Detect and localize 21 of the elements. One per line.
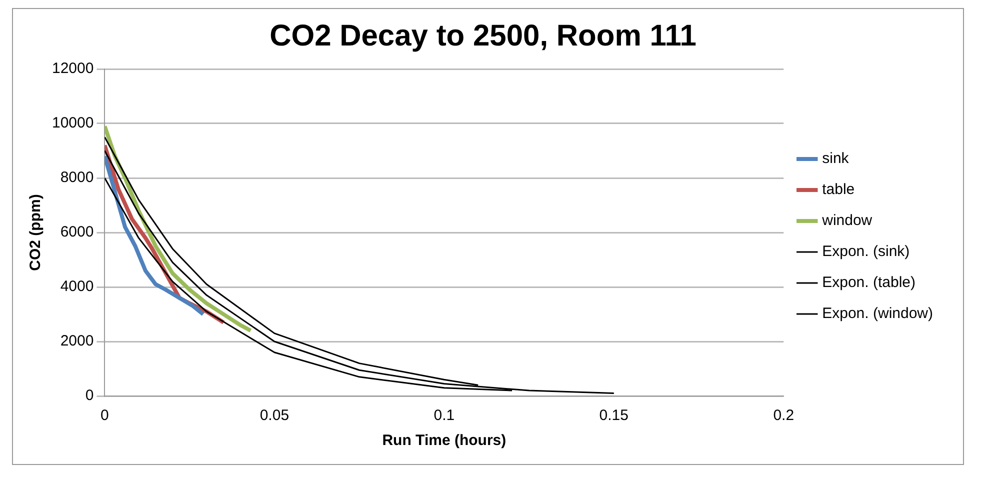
x-tick-label: 0 <box>100 407 109 424</box>
legend-label: Expon. (window) <box>822 305 934 322</box>
legend-label: Expon. (table) <box>822 274 916 292</box>
y-tick-label: 4000 <box>60 278 94 296</box>
x-tick-label: 0.15 <box>599 407 628 424</box>
y-tick-label: 0 <box>85 387 94 404</box>
legend-label: sink <box>822 150 850 168</box>
x-tick-label: 0.2 <box>773 407 794 424</box>
y-axis-title: CO2 (ppm) <box>27 194 44 271</box>
legend-label: Expon. (sink) <box>822 243 910 260</box>
y-tick-label: 8000 <box>60 169 94 186</box>
x-tick-label: 0.05 <box>260 407 290 424</box>
x-axis-title: Run Time (hours) <box>382 432 506 450</box>
y-tick-label: 12000 <box>52 60 94 78</box>
y-tick-label: 10000 <box>52 114 94 132</box>
chart-title: CO2 Decay to 2500, Room 111 <box>270 19 696 52</box>
legend-label: table <box>822 181 855 198</box>
y-tick-label: 6000 <box>60 224 94 241</box>
x-tick-label: 0.1 <box>434 407 455 424</box>
legend-label: window <box>821 212 872 230</box>
y-tick-label: 2000 <box>60 332 94 350</box>
